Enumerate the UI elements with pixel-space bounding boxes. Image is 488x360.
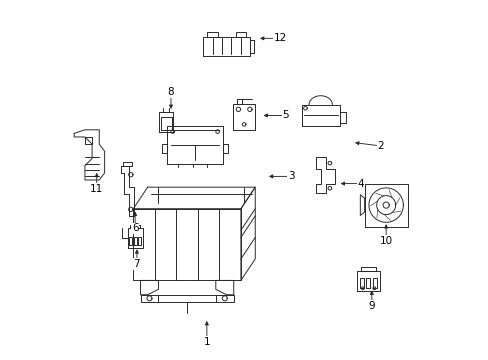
Text: 8: 8: [167, 87, 174, 97]
Text: 11: 11: [90, 184, 103, 194]
Text: 2: 2: [377, 141, 383, 151]
Text: 12: 12: [273, 33, 286, 43]
Text: 5: 5: [282, 111, 288, 121]
Text: 3: 3: [287, 171, 294, 181]
Text: 4: 4: [357, 179, 364, 189]
Text: 10: 10: [379, 236, 392, 246]
Text: 7: 7: [133, 259, 140, 269]
Text: 6: 6: [132, 224, 138, 233]
Text: 9: 9: [368, 301, 374, 311]
Text: 1: 1: [203, 337, 210, 347]
